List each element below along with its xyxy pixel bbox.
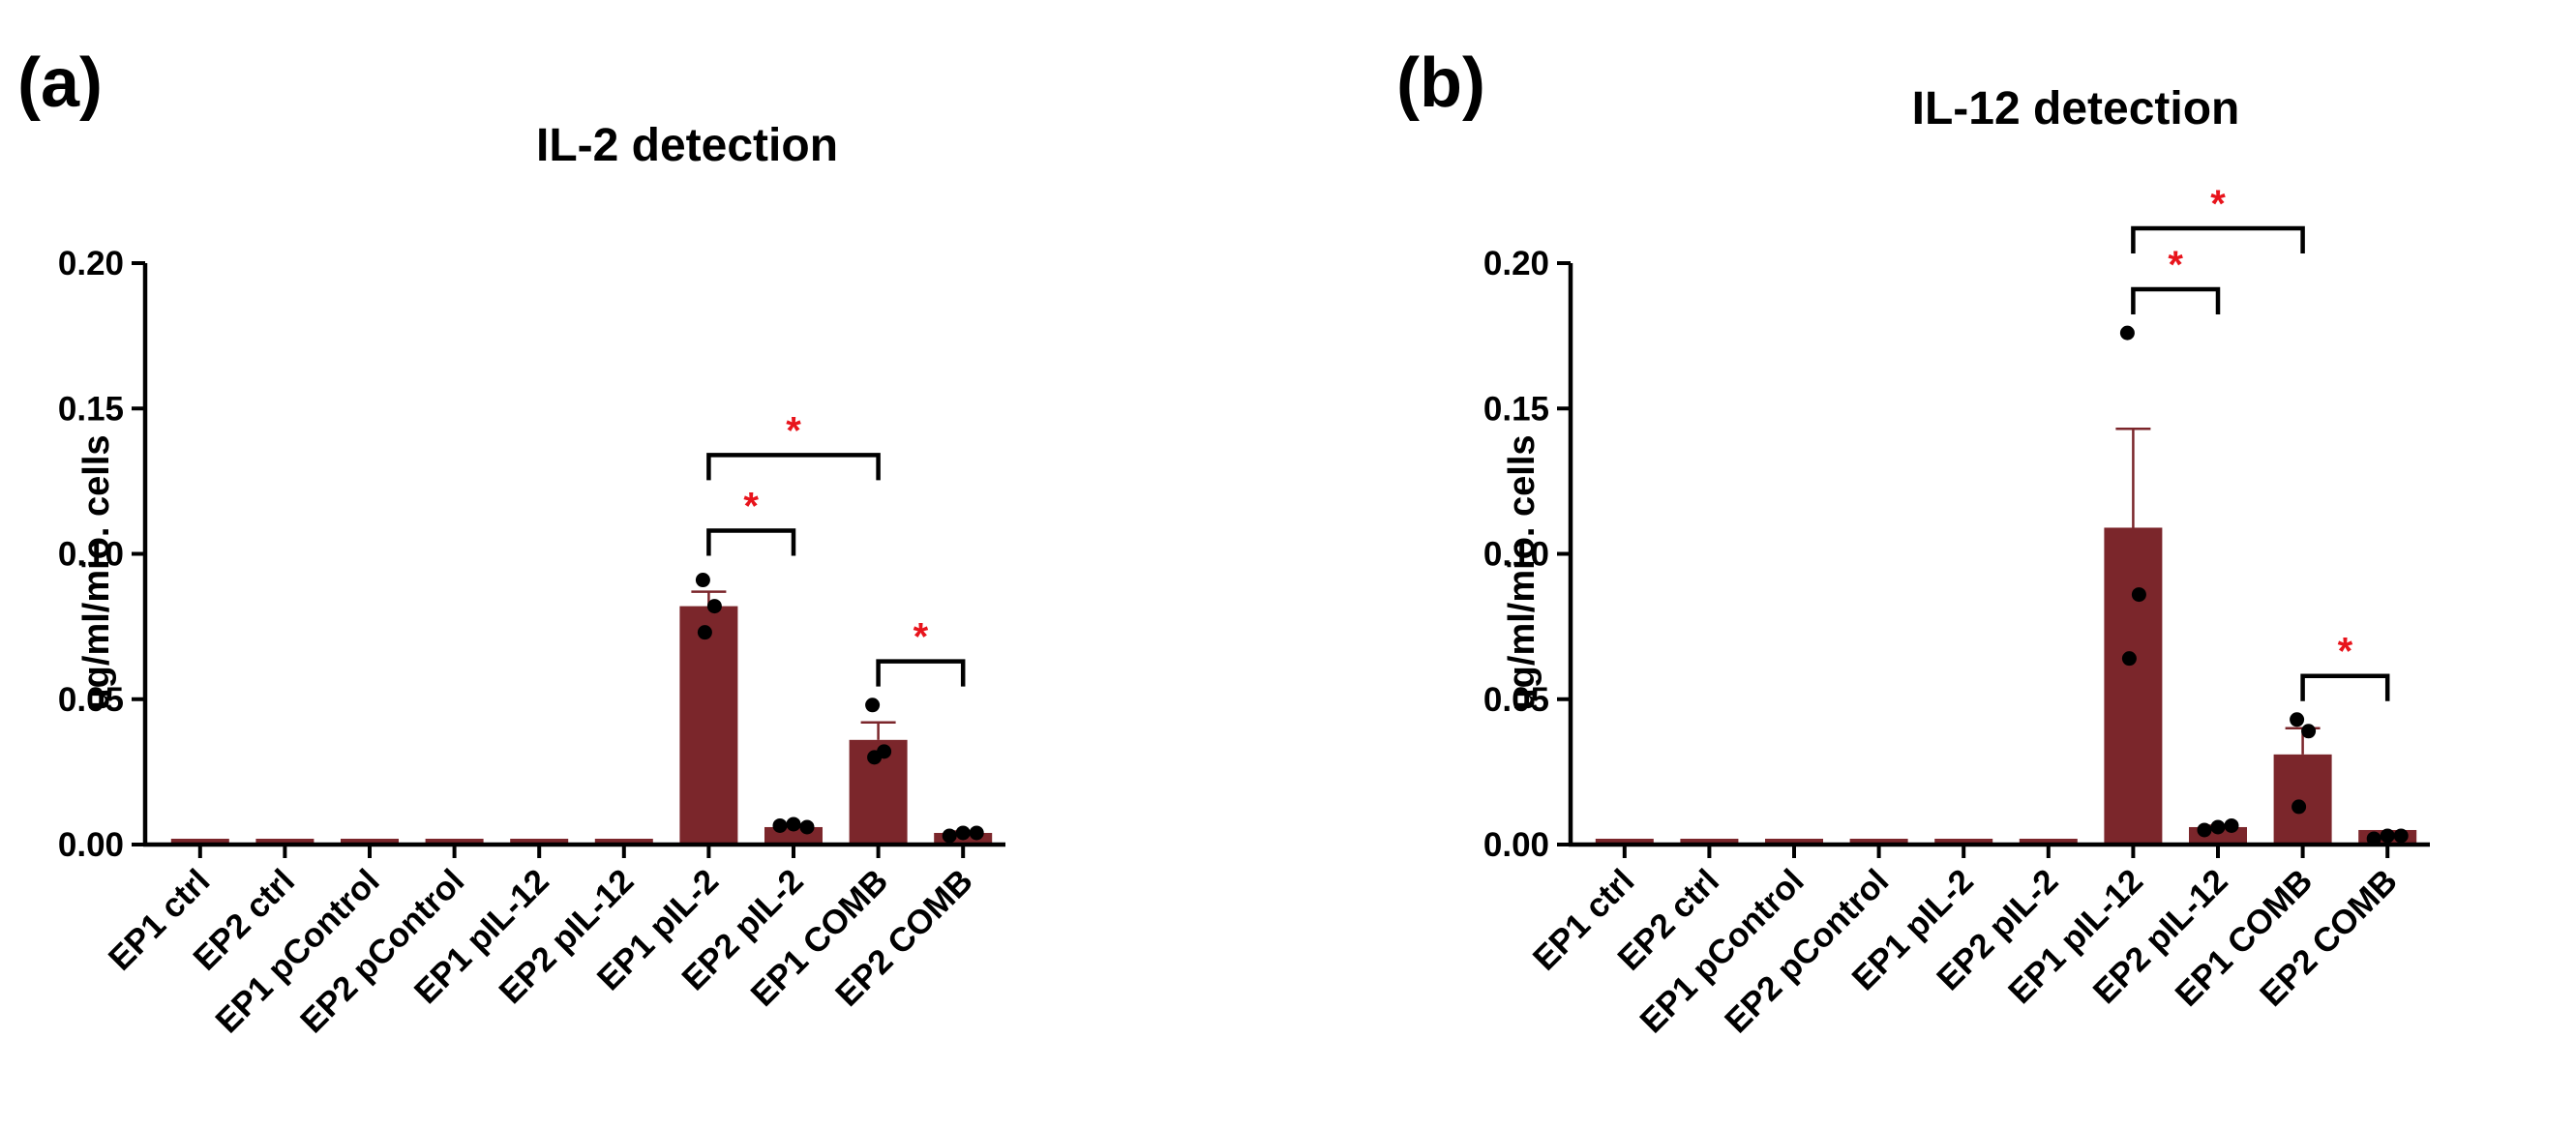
y-tick-label: 0.05 xyxy=(1483,681,1549,719)
data-point xyxy=(2121,651,2137,667)
significance-star: * xyxy=(786,409,801,452)
panel-a: (a) IL-2 detection ug/ml/mio. cells 0.00… xyxy=(17,45,1005,1040)
y-tick-label: 0.20 xyxy=(1483,245,1549,282)
data-point xyxy=(2290,712,2305,727)
data-point xyxy=(697,625,712,640)
data-point xyxy=(969,825,984,841)
significance-star: * xyxy=(743,485,759,527)
panel-label: (a) xyxy=(17,45,103,122)
data-point xyxy=(772,817,788,833)
data-point xyxy=(2380,828,2395,844)
bar xyxy=(1680,838,1739,845)
data-point xyxy=(799,819,815,835)
data-point xyxy=(867,750,883,765)
y-tick-label: 0.05 xyxy=(58,681,124,719)
data-point xyxy=(955,825,971,841)
panel-label: (b) xyxy=(1396,45,1485,122)
significance-bracket xyxy=(2300,673,2390,701)
chart-title: IL-2 detection xyxy=(536,120,838,171)
bar xyxy=(425,838,484,845)
data-point xyxy=(695,573,710,588)
y-axis-label: ug/ml/mio. cells xyxy=(1502,434,1543,710)
data-point xyxy=(706,599,722,614)
data-point xyxy=(2224,817,2239,833)
bar xyxy=(1934,838,1993,845)
bar xyxy=(2104,527,2163,845)
bar xyxy=(594,838,653,845)
bar xyxy=(170,838,229,845)
data-point xyxy=(2366,831,2381,846)
significance-star: * xyxy=(2210,183,2226,225)
bar xyxy=(1595,838,1654,845)
panel-b: (b) IL-12 detection ug/ml/mio. cells 0.0… xyxy=(1396,45,2430,1040)
y-tick-label: 0.00 xyxy=(58,826,124,864)
bar xyxy=(255,838,315,845)
y-tick-label: 0.15 xyxy=(58,390,124,428)
bar xyxy=(1765,838,1823,845)
significance-star: * xyxy=(2168,244,2183,286)
y-axis-label: ug/ml/mio. cells xyxy=(76,434,117,710)
significance-bracket xyxy=(706,453,881,481)
bar xyxy=(1849,838,1908,845)
y-tick-label: 0.10 xyxy=(1483,536,1549,574)
data-point xyxy=(2119,325,2135,341)
data-point xyxy=(865,698,881,713)
y-tick-label: 0.10 xyxy=(58,536,124,574)
bar xyxy=(2273,754,2332,845)
y-tick-label: 0.20 xyxy=(58,245,124,282)
bar xyxy=(510,838,569,845)
significance-bracket xyxy=(2131,225,2305,253)
significance-star: * xyxy=(914,616,929,659)
data-point xyxy=(2393,828,2409,844)
y-tick-label: 0.00 xyxy=(1483,826,1549,864)
y-tick-label: 0.15 xyxy=(1483,390,1549,428)
bar xyxy=(679,606,738,845)
data-point xyxy=(942,828,957,844)
bar xyxy=(2019,838,2078,845)
significance-bracket xyxy=(2131,286,2221,315)
data-point xyxy=(2301,724,2317,739)
data-point xyxy=(786,816,801,832)
chart-title: IL-12 detection xyxy=(1912,83,2240,134)
data-point xyxy=(2210,819,2226,835)
data-point xyxy=(2197,822,2212,838)
data-point xyxy=(2131,587,2146,603)
significance-star: * xyxy=(2338,631,2353,673)
significance-bracket xyxy=(876,659,966,687)
bar xyxy=(341,838,399,845)
significance-bracket xyxy=(706,528,796,556)
data-point xyxy=(2291,799,2307,815)
